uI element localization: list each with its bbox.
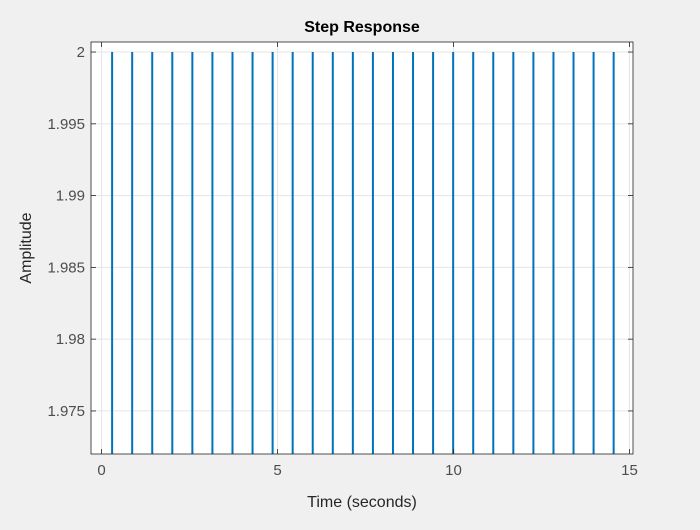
y-tick-label: 1.99 bbox=[56, 188, 85, 205]
axes-background bbox=[91, 42, 633, 454]
response-line bbox=[111, 52, 615, 454]
chart-title: Step Response bbox=[304, 19, 420, 36]
y-tick-label: 2 bbox=[77, 44, 85, 61]
y-tick-label: 1.975 bbox=[47, 403, 85, 420]
x-tick-label: 10 bbox=[445, 462, 462, 479]
x-tick-label: 0 bbox=[97, 462, 105, 479]
axes-box bbox=[90, 41, 634, 455]
x-tick-label: 5 bbox=[273, 462, 281, 479]
y-tick-label: 1.985 bbox=[47, 259, 85, 276]
y-axis-label: Amplitude bbox=[18, 212, 35, 283]
x-axis-label: Time (seconds) bbox=[307, 494, 417, 511]
y-tick-label: 1.995 bbox=[47, 116, 85, 133]
y-tick-label: 1.98 bbox=[56, 331, 85, 348]
x-tick-label: 15 bbox=[621, 462, 638, 479]
axis-ticks: 0 5 10 15 1.975 1.98 1.985 1.99 1.995 2 bbox=[47, 42, 638, 479]
